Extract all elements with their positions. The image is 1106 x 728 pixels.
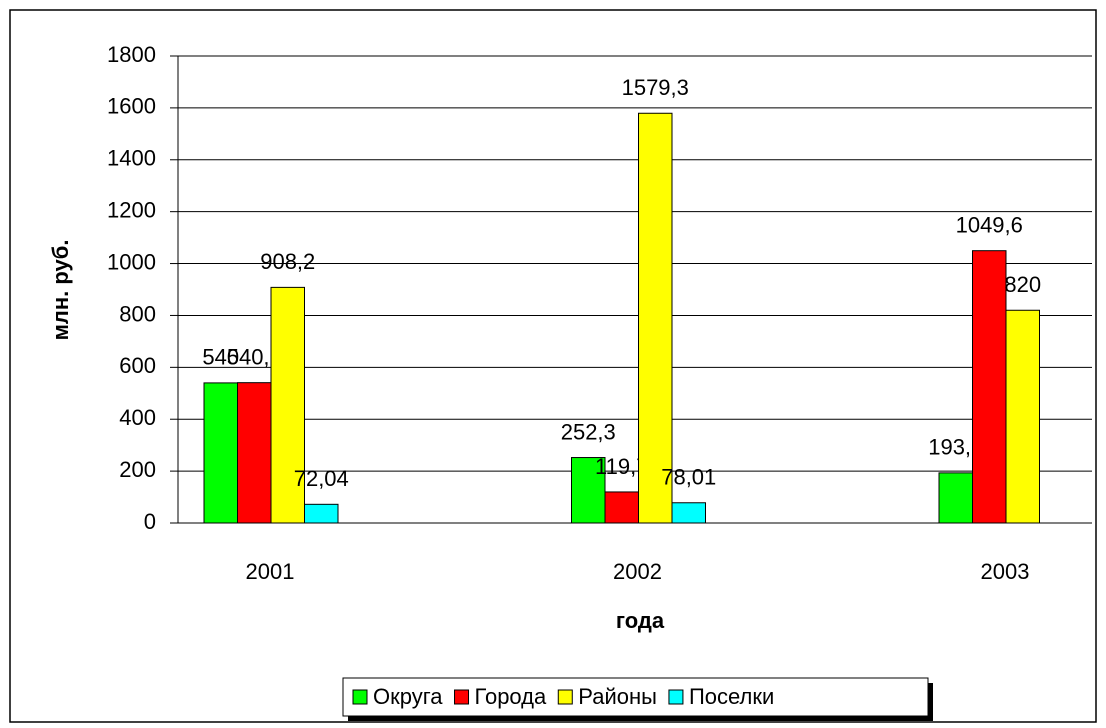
legend-swatch — [668, 689, 684, 705]
legend-swatch — [454, 689, 470, 705]
legend-swatch — [557, 689, 573, 705]
y-tick-label: 200 — [119, 457, 156, 482]
value-label: 78,01 — [661, 465, 716, 490]
value-label: 1579,3 — [622, 75, 689, 100]
legend-label: Округа — [373, 684, 443, 709]
value-label: 1049,6 — [956, 212, 1023, 237]
x-tick-label: 2002 — [613, 559, 662, 584]
bar — [671, 502, 706, 524]
y-axis-title: млн. руб. — [48, 240, 73, 341]
x-tick-label: 2003 — [981, 559, 1030, 584]
y-tick-label: 1600 — [107, 94, 156, 119]
bar — [1005, 309, 1040, 524]
x-tick-label: 2001 — [246, 559, 295, 584]
value-label: 252,3 — [561, 419, 616, 444]
legend — [342, 677, 929, 717]
y-tick-label: 1400 — [107, 146, 156, 171]
value-label: 72,04 — [294, 466, 349, 491]
legend-swatch — [352, 689, 368, 705]
y-tick-label: 400 — [119, 405, 156, 430]
bar — [237, 382, 272, 524]
bar — [304, 503, 339, 524]
y-tick-label: 1800 — [107, 42, 156, 67]
y-tick-label: 0 — [144, 509, 156, 534]
value-label: 908,2 — [260, 249, 315, 274]
bar — [203, 382, 238, 524]
bar — [972, 250, 1007, 524]
x-axis-title: года — [616, 608, 665, 633]
chart-frame — [9, 9, 1097, 723]
y-tick-label: 600 — [119, 353, 156, 378]
value-label: 540 — [202, 345, 239, 370]
bar — [938, 472, 973, 524]
y-tick-label: 1200 — [107, 197, 156, 222]
bar — [604, 491, 639, 524]
bar — [270, 286, 305, 524]
bar — [638, 112, 673, 524]
legend-label: Поселки — [689, 684, 774, 709]
legend-label: Районы — [578, 684, 657, 709]
value-label: 820 — [1004, 272, 1041, 297]
y-tick-label: 1000 — [107, 249, 156, 274]
legend-label: Города — [475, 684, 548, 709]
bar — [571, 457, 606, 524]
y-tick-label: 800 — [119, 301, 156, 326]
